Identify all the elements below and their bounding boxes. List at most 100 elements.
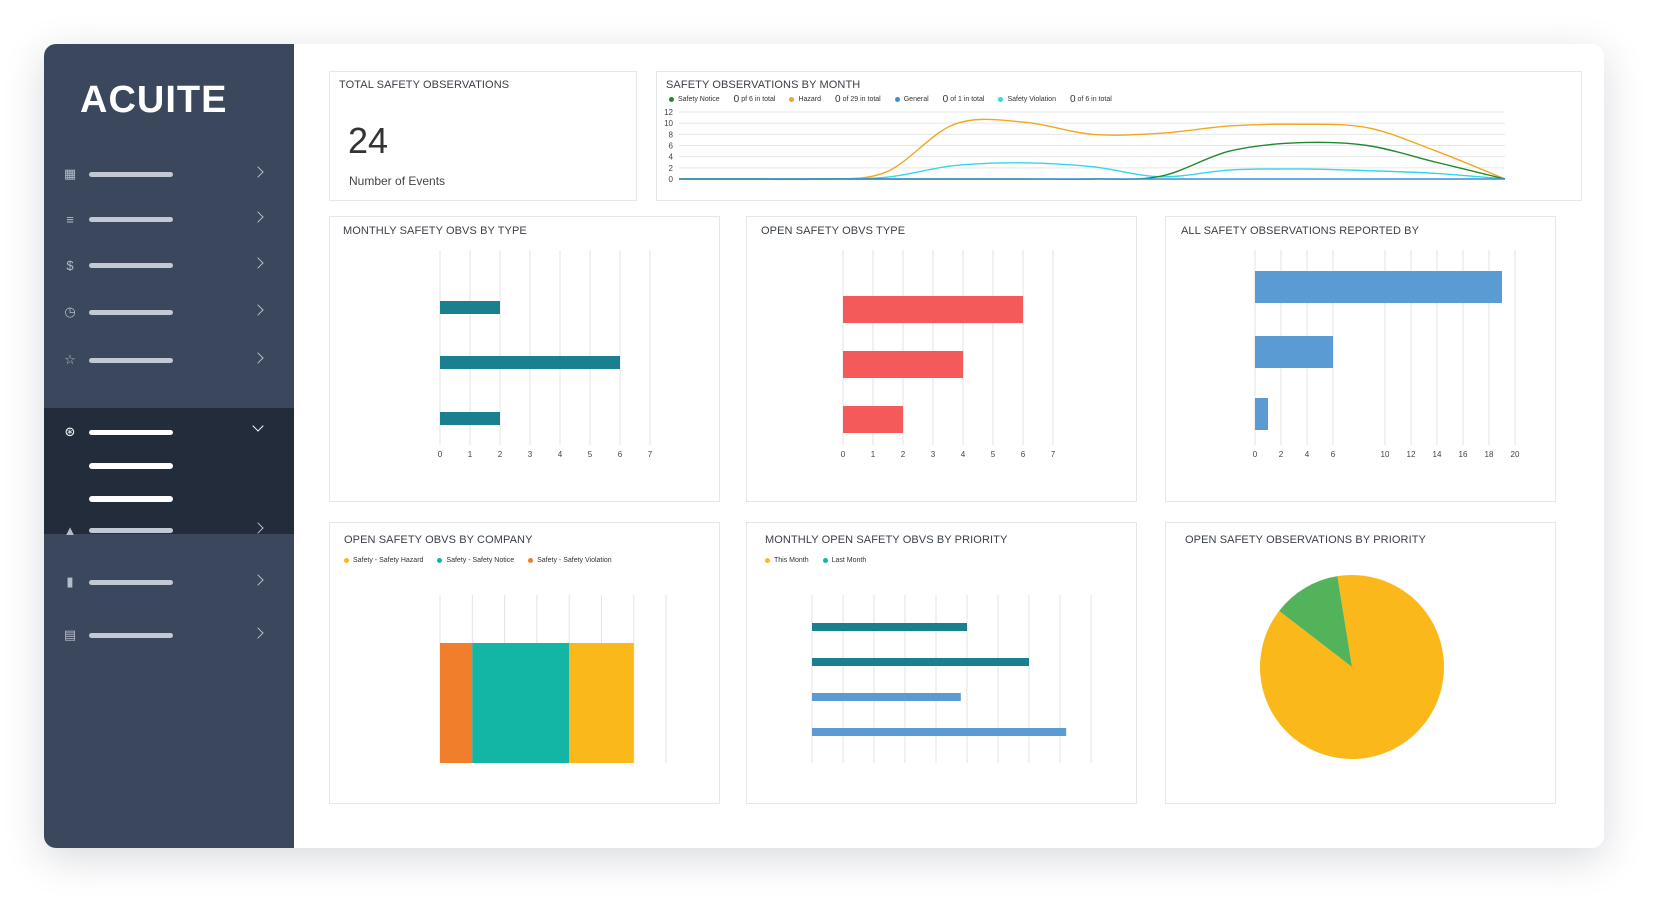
line-chart: 0 2 4 6 8 10 12 — [664, 108, 1506, 184]
dashboard-icon: ▦ — [63, 166, 77, 181]
x-tick-label: 6 — [618, 450, 623, 459]
legend-item[interactable]: Safety Notice — [669, 96, 720, 103]
sidebar-item-label — [89, 172, 173, 177]
chevron-right-icon — [252, 574, 264, 586]
series-line — [679, 141, 1506, 180]
chevron-right-icon — [252, 352, 264, 364]
y-tick-label: 8 — [669, 130, 674, 139]
bar — [1255, 398, 1268, 430]
legend-swatch — [669, 97, 674, 102]
legend-count-text: of 6 in total — [1077, 96, 1112, 103]
legend-item[interactable]: Safety - Safety Violation — [528, 557, 612, 564]
y-tick-label: 2 — [669, 164, 674, 173]
sidebar-item-list[interactable]: ≡ — [44, 199, 294, 239]
monthly-obvs-by-type-card: MONTHLY SAFETY OBVS BY TYPE 0 1 2 3 4 5 6 7 — [329, 216, 720, 502]
priority-legend: This Month Last Month — [765, 557, 880, 564]
sidebar-item-label — [89, 430, 173, 435]
sidebar-item-warnings[interactable]: ▲ — [44, 510, 294, 550]
y-tick-label: 0 — [669, 175, 674, 184]
x-tick-label: 14 — [1433, 450, 1442, 459]
legend-swatch — [528, 558, 534, 563]
x-tick-label: 5 — [588, 450, 593, 459]
legend-item[interactable]: General — [894, 96, 929, 103]
y-tick-label: 6 — [669, 142, 674, 151]
y-tick-label: 4 — [669, 153, 674, 162]
x-tick-label: 16 — [1459, 450, 1468, 459]
total-value: 24 — [348, 120, 389, 161]
file-icon: ▮ — [66, 574, 74, 589]
bar — [812, 623, 967, 631]
legend-swatch — [822, 558, 828, 563]
bar — [812, 728, 1067, 736]
sidebar-item-favorites[interactable]: ☆ — [44, 340, 294, 380]
bar-chart: 0 1 2 3 4 5 6 7 — [438, 250, 653, 459]
x-tick-label: 6 — [1331, 450, 1336, 459]
x-tick-label: 20 — [1511, 450, 1520, 459]
open-obvs-by-priority-pie-card: OPEN SAFETY OBSERVATIONS BY PRIORITY — [1165, 522, 1556, 804]
sidebar-item-files[interactable]: ▮ — [44, 562, 294, 602]
x-tick-label: 0 — [1253, 450, 1258, 459]
open-obvs-by-company-card: OPEN SAFETY OBVS BY COMPANY Safety - Saf… — [329, 522, 720, 804]
bar-chart: 0 1 2 3 4 5 6 7 — [841, 250, 1056, 459]
legend-swatch — [765, 558, 770, 563]
sidebar-item-label — [89, 580, 173, 585]
x-tick-label: 6 — [1021, 450, 1026, 459]
legend-count-text: of 29 in total — [842, 96, 881, 103]
x-tick-label: 1 — [468, 450, 473, 459]
legend-item[interactable]: Hazard — [789, 96, 821, 103]
legend-item[interactable]: Safety - Safety Hazard — [344, 557, 423, 564]
sidebar-subitem-2[interactable] — [89, 496, 173, 502]
stacked-segment — [472, 643, 570, 763]
dashboard-window: ACUITE ▦ ≡ $ ◷ ☆ ⊛ — [44, 44, 1604, 848]
chevron-right-icon — [252, 257, 264, 269]
chevron-right-icon — [252, 522, 264, 534]
star-icon: ☆ — [64, 352, 76, 367]
x-tick-label: 2 — [901, 450, 906, 459]
legend-item[interactable]: This Month — [765, 557, 809, 564]
x-tick-label: 2 — [498, 450, 503, 459]
safety-icon: ⊛ — [64, 424, 76, 439]
list-icon: ≡ — [66, 211, 74, 227]
legend-label: Safety Notice — [678, 96, 720, 103]
sidebar-item-documents[interactable]: ▤ — [44, 615, 294, 655]
document-icon: ▤ — [63, 627, 77, 642]
sidebar-item-safety[interactable]: ⊛ — [44, 412, 294, 452]
y-tick-label: 10 — [664, 119, 673, 128]
legend-swatch — [998, 97, 1004, 102]
sidebar-item-time[interactable]: ◷ — [44, 292, 294, 332]
chevron-down-icon — [252, 420, 264, 432]
legend-count-item: 0 of 1 in total — [943, 94, 985, 105]
legend-count-item: 0 of 6 in total — [1070, 94, 1112, 105]
reported-by-card: ALL SAFETY OBSERVATIONS REPORTED BY 0 2 4 6… — [1165, 216, 1556, 502]
bar — [1255, 271, 1502, 303]
legend-label: Hazard — [798, 96, 822, 103]
sidebar-item-safety-expanded: ⊛ — [44, 408, 294, 534]
sidebar-item-label — [89, 358, 173, 363]
legend-item[interactable]: Safety - Safety Notice — [437, 557, 514, 564]
legend-count: 0 — [1069, 94, 1076, 105]
legend-item[interactable]: Safety Violation — [998, 96, 1056, 103]
legend-item[interactable]: Last Month — [822, 557, 866, 564]
legend-swatch — [437, 558, 443, 563]
sidebar-item-finance[interactable]: $ — [44, 245, 294, 285]
card-title: OPEN SAFETY OBSERVATIONS BY PRIORITY — [1185, 534, 1426, 546]
sidebar-item-dashboard[interactable]: ▦ — [44, 154, 294, 194]
total-observations-card: TOTAL SAFETY OBSERVATIONS 24 Number of E… — [329, 71, 637, 201]
legend-label: Safety - Safety Violation — [537, 557, 612, 564]
card-title: OPEN SAFETY OBVS TYPE — [761, 225, 906, 237]
open-obvs-type-card: OPEN SAFETY OBVS TYPE 0 1 2 3 4 5 6 7 — [746, 216, 1137, 502]
brand-logo-text: ACUITE — [80, 79, 227, 118]
x-tick-label: 0 — [841, 450, 846, 459]
sidebar-item-label — [89, 310, 173, 315]
legend-label: This Month — [774, 557, 809, 564]
total-caption: Number of Events — [349, 174, 446, 188]
bar — [812, 658, 1029, 666]
company-legend: Safety - Safety Hazard Safety - Safety N… — [344, 557, 626, 564]
stacked-bar-chart — [439, 595, 667, 763]
sidebar-subitem-1[interactable] — [89, 463, 173, 469]
legend-count: 0 — [835, 94, 841, 105]
legend-swatch — [789, 97, 795, 102]
stacked-segment — [440, 643, 473, 763]
monthly-open-obvs-by-priority-card: MONTHLY OPEN SAFETY OBVS BY PRIORITY Thi… — [746, 522, 1137, 804]
observations-by-month-card: SAFETY OBSERVATIONS BY MONTH Safety Noti… — [656, 71, 1582, 201]
